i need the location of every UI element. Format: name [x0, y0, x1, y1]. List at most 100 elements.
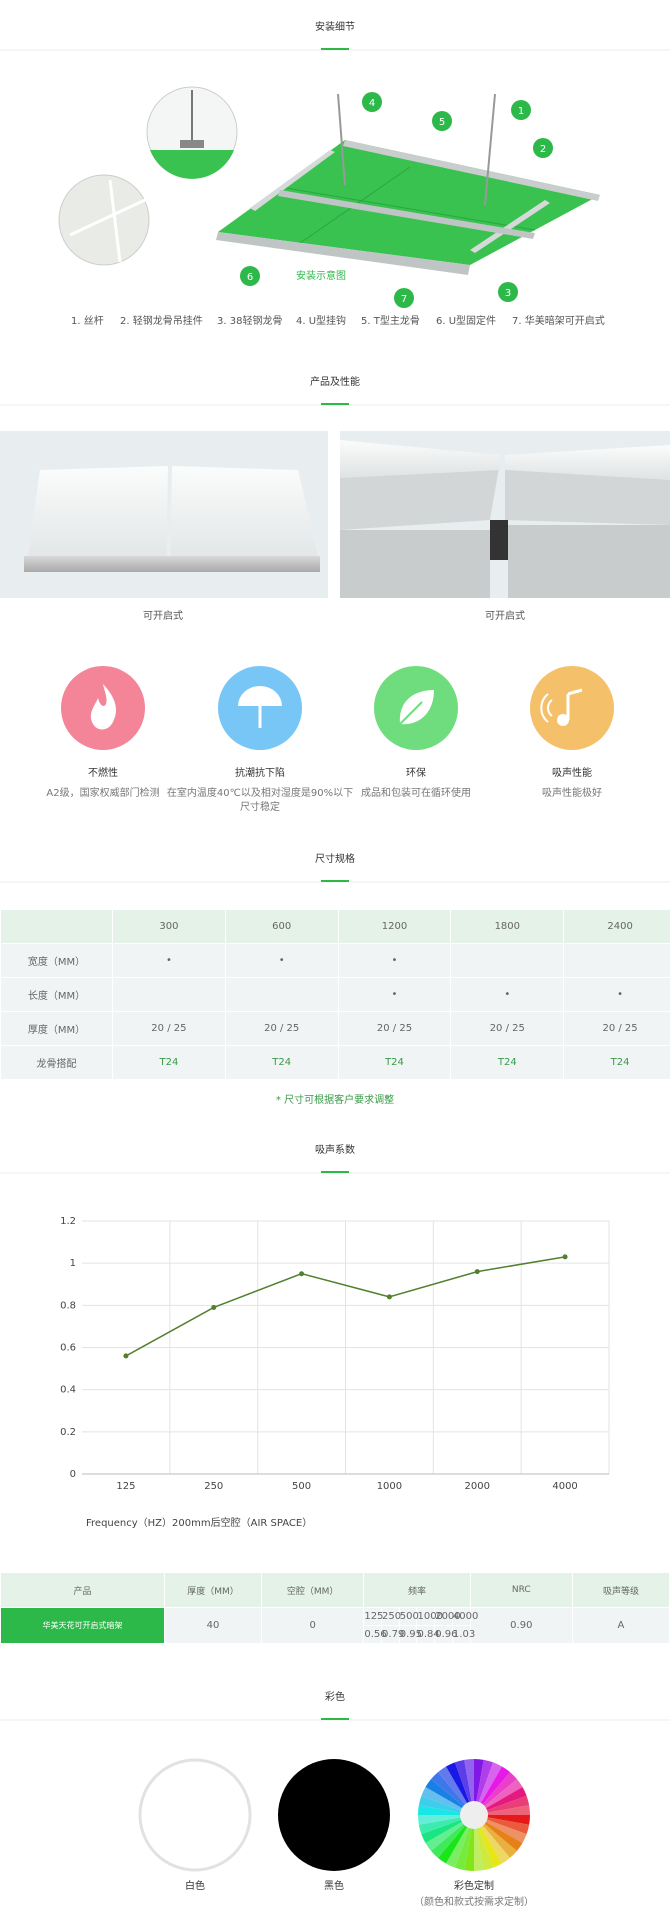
- body-cell: •: [450, 977, 565, 1012]
- body-cell: 40: [164, 1607, 263, 1644]
- callout-number: 3: [505, 288, 511, 299]
- swatch-center: [460, 1801, 488, 1829]
- rail: [343, 140, 600, 201]
- size-note: * 尺寸可根据客户要求调整: [276, 1093, 394, 1106]
- coefficient-cell: 0.84: [416, 1625, 440, 1644]
- body-cell: [112, 977, 226, 1012]
- feature-title: 抗潮抗下陷: [235, 766, 285, 779]
- header-cell: 吸声等级: [571, 1572, 670, 1608]
- swatch-wedge: [421, 1787, 474, 1815]
- body-cell: 0: [261, 1607, 365, 1644]
- header-cell: [0, 909, 113, 944]
- y-tick-label: 0.8: [60, 1300, 76, 1311]
- swatch-wedge: [474, 1815, 510, 1864]
- body-cell: •: [112, 943, 226, 978]
- rail: [470, 200, 550, 253]
- data-point: [211, 1304, 217, 1310]
- y-tick-label: 1.2: [60, 1216, 76, 1227]
- swatch-wedge: [474, 1795, 530, 1815]
- panel-side: [340, 530, 490, 598]
- image-caption: 可开启式: [143, 609, 183, 622]
- icon-glyph: [557, 714, 569, 726]
- section-title: 吸声系数: [315, 1143, 355, 1156]
- icon-sound: [530, 666, 614, 750]
- swatch-wedge: [421, 1815, 474, 1843]
- swatch-wedge: [418, 1815, 474, 1835]
- x-tick-label: 125: [116, 1481, 135, 1492]
- body-cell: T24: [112, 1045, 226, 1080]
- y-tick-label: 0: [70, 1469, 76, 1480]
- x-tick-label: 4000: [552, 1481, 577, 1492]
- panel-seam: [279, 186, 536, 231]
- header-cell: 空腔（MM）: [261, 1572, 365, 1608]
- legend-item: 6. U型固定件: [436, 314, 496, 327]
- body-row: 长度（MM） • • •: [0, 977, 670, 1012]
- swatch-wedge: [474, 1772, 517, 1815]
- swatch-wedge: [474, 1815, 530, 1825]
- body-cell: 厚度（MM）: [0, 1011, 113, 1046]
- y-tick-label: 0.6: [60, 1343, 76, 1354]
- panel-gap: [490, 520, 508, 560]
- swatch-wedge: [474, 1759, 484, 1815]
- swatch-wedge: [474, 1759, 494, 1815]
- color-note: （颜色和款式按需求定制）: [414, 1895, 534, 1908]
- section-underline: [321, 880, 349, 882]
- swatch-wedge: [474, 1766, 510, 1815]
- header-cell: 1800: [450, 909, 565, 944]
- data-point: [299, 1271, 305, 1277]
- body-cell: A: [571, 1607, 670, 1644]
- callout-number: 5: [439, 117, 445, 128]
- swatch-wedge: [474, 1815, 494, 1871]
- swatch-wedge: [431, 1815, 474, 1858]
- body-row: 宽度（MM） • • •: [0, 943, 670, 978]
- data-point: [386, 1294, 392, 1300]
- icon-glyph: [238, 686, 282, 706]
- body-cell: 长度（MM）: [0, 977, 113, 1012]
- feature-desc: A2级，国家权威部门检测: [46, 786, 159, 799]
- callout-badge: [498, 282, 518, 302]
- section-underline: [321, 403, 349, 405]
- callout-badge: [533, 138, 553, 158]
- data-point: [123, 1353, 129, 1359]
- icon-glyph: [566, 688, 583, 720]
- section-title: 彩色: [325, 1690, 345, 1703]
- frequency-cell: 4000: [451, 1607, 478, 1626]
- callout-number: 7: [401, 294, 407, 305]
- frequency-cell: 125: [363, 1607, 383, 1626]
- swatch-wedge: [474, 1787, 527, 1815]
- header-cell: 1200: [337, 909, 452, 944]
- x-tick-label: 2000: [465, 1481, 490, 1492]
- rail: [216, 232, 470, 275]
- callout-number: 4: [369, 98, 375, 109]
- body-cell: T24: [563, 1045, 670, 1080]
- callout-badge: [362, 92, 382, 112]
- swatch-wedge: [431, 1772, 474, 1815]
- rod: [484, 93, 496, 206]
- header-cell: 300: [112, 909, 226, 944]
- section-underline: [321, 1718, 349, 1720]
- rail: [250, 150, 335, 211]
- body-cell: 0.90: [469, 1607, 573, 1644]
- body-cell: T24: [450, 1045, 565, 1080]
- swatch-wedge: [454, 1815, 474, 1871]
- inset-panel: [150, 150, 234, 179]
- legend-item: 1. 丝杆: [71, 315, 104, 327]
- body-cell: 20 / 25: [224, 1011, 339, 1046]
- body-cell: •: [337, 943, 452, 978]
- section-underline: [321, 48, 349, 50]
- feature-desc: 在室内温度40℃以及相对湿度是90%以下: [167, 786, 353, 799]
- legend-item: 4. U型挂钩: [296, 314, 346, 327]
- body-cell: •: [563, 977, 670, 1012]
- section-title: 尺寸规格: [315, 852, 355, 865]
- inset-seam: [69, 198, 146, 237]
- swatch-wedge: [474, 1779, 523, 1815]
- swatch-wedge: [474, 1815, 502, 1868]
- swatch-wedge: [474, 1815, 484, 1871]
- panel-edge: [24, 556, 320, 572]
- y-tick-label: 1: [70, 1258, 76, 1269]
- header-cell: 频率: [363, 1572, 471, 1608]
- swatch-wedge: [474, 1815, 530, 1835]
- swatch-wedge: [464, 1815, 474, 1871]
- panel-side: [508, 525, 670, 598]
